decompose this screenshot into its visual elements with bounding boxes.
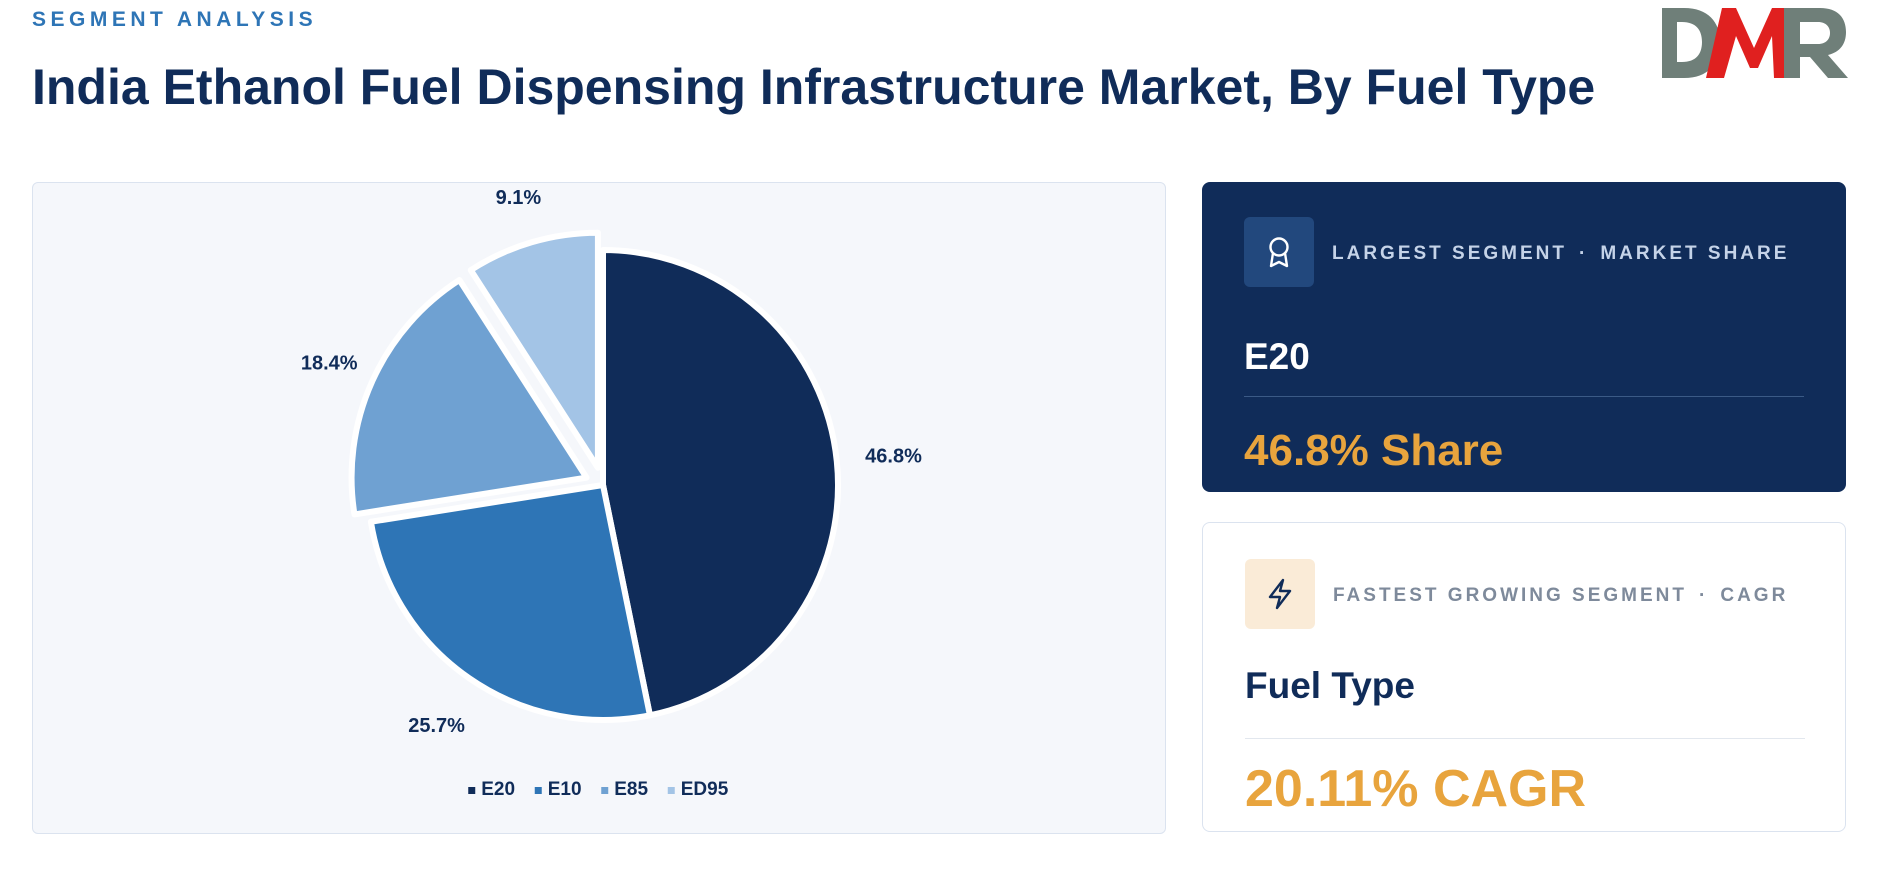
legend-label: E20 <box>481 779 515 800</box>
legend-swatch <box>667 787 675 794</box>
legend-swatch <box>468 787 476 794</box>
pie-slice-ed95[interactable] <box>467 229 601 471</box>
legend-label: E10 <box>548 779 582 800</box>
legend-swatch <box>534 787 542 794</box>
lightning-bolt-icon <box>1245 559 1315 629</box>
legend-item-e85[interactable]: E85 <box>601 779 648 800</box>
fastest-segment-label: FASTEST GROWING SEGMENT · CAGR <box>1333 585 1789 606</box>
pie-data-label: 46.8% <box>865 446 922 468</box>
award-ribbon-icon <box>1244 217 1314 287</box>
fastest-segment-metric: 20.11% CAGR <box>1245 760 1587 818</box>
card-divider <box>1244 396 1804 397</box>
largest-segment-metric: 46.8% Share <box>1244 426 1504 475</box>
largest-segment-name: E20 <box>1244 336 1310 377</box>
pie-slice-e85[interactable] <box>348 277 590 518</box>
legend-label: E85 <box>614 779 648 800</box>
legend-item-ed95[interactable]: ED95 <box>667 779 729 800</box>
legend-item-e20[interactable]: E20 <box>468 779 515 800</box>
pie-data-label: 9.1% <box>496 187 542 209</box>
legend-label: ED95 <box>681 779 729 800</box>
pie-data-label: 25.7% <box>408 715 465 737</box>
pie-data-label: 18.4% <box>301 352 358 374</box>
fastest-segment-card: FASTEST GROWING SEGMENT · CAGR Fuel Type 2… <box>1202 522 1846 832</box>
legend-item-e10[interactable]: E10 <box>534 779 582 800</box>
pie-chart-panel: 46.8% 25.7% 18.4% 9.1% E20 E10 E85 ED95 <box>32 182 1166 834</box>
fastest-segment-name: Fuel Type <box>1245 665 1415 706</box>
card-divider <box>1245 738 1805 739</box>
largest-segment-card: LARGEST SEGMENT · MARKET SHARE E20 46.8% S… <box>1202 182 1846 492</box>
pie-slice-e20[interactable] <box>600 247 841 719</box>
section-eyebrow: SEGMENT ANALYSIS <box>32 8 318 31</box>
page-title: India Ethanol Fuel Dispensing Infrastruc… <box>32 59 1596 115</box>
pie-slice-e10[interactable] <box>367 482 653 723</box>
legend-swatch <box>601 787 609 794</box>
largest-segment-label: LARGEST SEGMENT · MARKET SHARE <box>1332 243 1790 264</box>
dmr-logo <box>1662 8 1848 78</box>
pie-chart: 46.8% 25.7% 18.4% 9.1% E20 E10 E85 ED95 <box>301 187 922 800</box>
